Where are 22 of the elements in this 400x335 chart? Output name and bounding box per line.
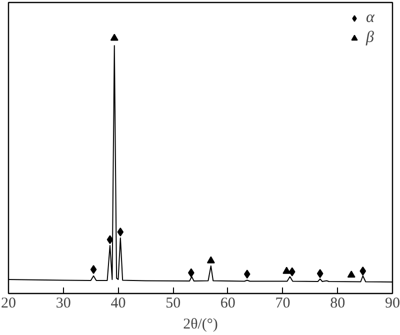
legend-label: β <box>366 29 375 47</box>
point <box>347 270 356 278</box>
point <box>90 265 97 274</box>
point <box>316 269 324 278</box>
point <box>110 34 118 41</box>
point <box>244 270 250 279</box>
point <box>282 266 291 274</box>
x-tick-label: 50 <box>166 296 181 312</box>
x-tick-label: 30 <box>56 296 71 312</box>
x-tick-label: 70 <box>275 296 290 312</box>
point <box>117 227 124 236</box>
x-axis-title: 2θ/(°) <box>183 316 218 332</box>
x-tick-label: 40 <box>110 296 126 312</box>
point <box>360 266 366 276</box>
x-tick-label: 60 <box>220 296 236 312</box>
x-tick-label: 90 <box>385 296 400 312</box>
point <box>106 235 114 244</box>
x-tick-label: 20 <box>1 296 16 312</box>
legend-label: α <box>366 9 376 27</box>
point <box>206 256 215 264</box>
point <box>288 267 296 276</box>
x-tick-label: 80 <box>330 296 346 312</box>
